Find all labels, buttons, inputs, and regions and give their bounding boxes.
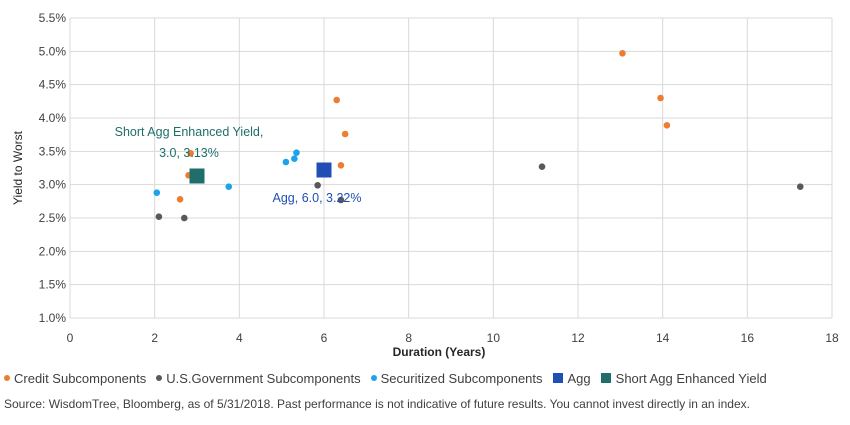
- y-axis-ticks: 1.0% 1.5% 2.0% 2.5% 3.0% 3.5% 4.0% 4.5% 5.0% 5.5%: [39, 11, 67, 325]
- agg-annotation: Agg, 6.0, 3.22%: [273, 191, 362, 205]
- legend-label: Securitized Subcomponents: [380, 370, 543, 386]
- credit-subcomponents-point: [619, 50, 626, 57]
- legend-swatch-agg: [552, 373, 563, 383]
- y-tick-label: 1.0%: [39, 311, 67, 325]
- y-tick-label: 5.5%: [39, 11, 67, 25]
- legend-swatch-u-s-government-subcomponents: [156, 375, 163, 381]
- scatter-chart: 0 2 4 6 8 10 12 14 16 18 1.0% 1.5% 2.0% 2.5% 3.0% 3.5%…: [11, 11, 839, 359]
- x-tick-label: 16: [741, 331, 755, 345]
- credit-subcomponents-point: [187, 150, 194, 157]
- legend-label: Short Agg Enhanced Yield: [615, 370, 767, 386]
- securitized-subcomponents-point: [293, 149, 300, 156]
- y-tick-label: 1.5%: [39, 278, 67, 292]
- y-axis-title: Yield to Worst: [11, 130, 25, 205]
- x-axis-ticks: 0 2 4 6 8 10 12 14 16 18: [67, 331, 839, 345]
- x-tick-label: 0: [67, 331, 74, 345]
- u-s-government-subcomponents-point: [337, 196, 345, 204]
- legend-swatch-credit-subcomponents: [4, 375, 10, 381]
- credit-subcomponents-point: [657, 94, 664, 102]
- credit-subcomponents-point: [341, 130, 349, 138]
- legend-label: Agg: [567, 370, 591, 386]
- x-tick-label: 14: [656, 331, 670, 345]
- legend-item-u-s-government-subcomponents: U.S.Government Subcomponents: [156, 370, 361, 386]
- x-tick-label: 12: [571, 331, 585, 345]
- legend-item-credit-subcomponents: Credit Subcomponents: [4, 371, 146, 386]
- y-tick-label: 4.0%: [39, 111, 67, 125]
- legend-swatch-short-agg-enhanced-yield: [600, 373, 611, 383]
- short-agg-annotation-line1: Short Agg Enhanced Yield,: [115, 125, 264, 139]
- legend-label: Credit Subcomponents: [14, 370, 147, 386]
- securitized-subcomponents-point: [153, 189, 161, 196]
- u-s-government-subcomponents-point: [155, 213, 163, 220]
- legend-item-agg: Agg: [552, 370, 591, 386]
- short-agg-enhanced-yield-marker: [189, 168, 205, 184]
- grid-lines: [69, 17, 833, 319]
- u-s-government-subcomponents-point: [181, 214, 188, 222]
- x-tick-label: 2: [151, 331, 158, 345]
- credit-subcomponents-point: [176, 196, 184, 203]
- data-points: [153, 50, 804, 222]
- securitized-subcomponents-point: [282, 158, 290, 166]
- x-axis-title: Duration (Years): [393, 345, 486, 359]
- y-tick-label: 5.0%: [39, 44, 67, 58]
- y-tick-label: 3.5%: [39, 144, 67, 158]
- y-tick-label: 4.5%: [39, 78, 67, 92]
- credit-subcomponents-point: [663, 122, 671, 129]
- short-agg-annotation-line2: 3.0, 3.13%: [159, 146, 219, 160]
- x-tick-label: 10: [487, 331, 501, 345]
- x-tick-label: 18: [825, 331, 839, 345]
- u-s-government-subcomponents-point: [538, 163, 546, 170]
- credit-subcomponents-point: [333, 96, 341, 104]
- legend: Credit Subcomponents U.S.Government Subco…: [4, 368, 850, 388]
- securitized-subcomponents-point: [225, 183, 233, 190]
- x-tick-label: 6: [321, 331, 328, 345]
- y-tick-label: 2.0%: [39, 244, 67, 258]
- legend-item-securitized-subcomponents: Securitized Subcomponents: [370, 370, 543, 386]
- y-tick-label: 3.0%: [39, 178, 67, 192]
- x-tick-label: 8: [405, 331, 412, 345]
- agg-marker: [316, 162, 332, 178]
- source-note: Source: WisdomTree, Bloomberg, as of 5/3…: [4, 397, 750, 411]
- u-s-government-subcomponents-point: [796, 183, 804, 190]
- legend-item-short-agg-enhanced-yield: Short Agg Enhanced Yield: [600, 370, 767, 386]
- securitized-subcomponents-point: [291, 155, 298, 162]
- legend-swatch-securitized-subcomponents: [370, 375, 377, 381]
- annotations: Short Agg Enhanced Yield, 3.0, 3.13% Agg…: [115, 125, 362, 205]
- u-s-government-subcomponents-point: [314, 182, 321, 189]
- y-tick-label: 2.5%: [39, 211, 67, 225]
- x-tick-label: 4: [236, 331, 243, 345]
- credit-subcomponents-point: [337, 162, 345, 169]
- legend-label: U.S.Government Subcomponents: [166, 370, 361, 386]
